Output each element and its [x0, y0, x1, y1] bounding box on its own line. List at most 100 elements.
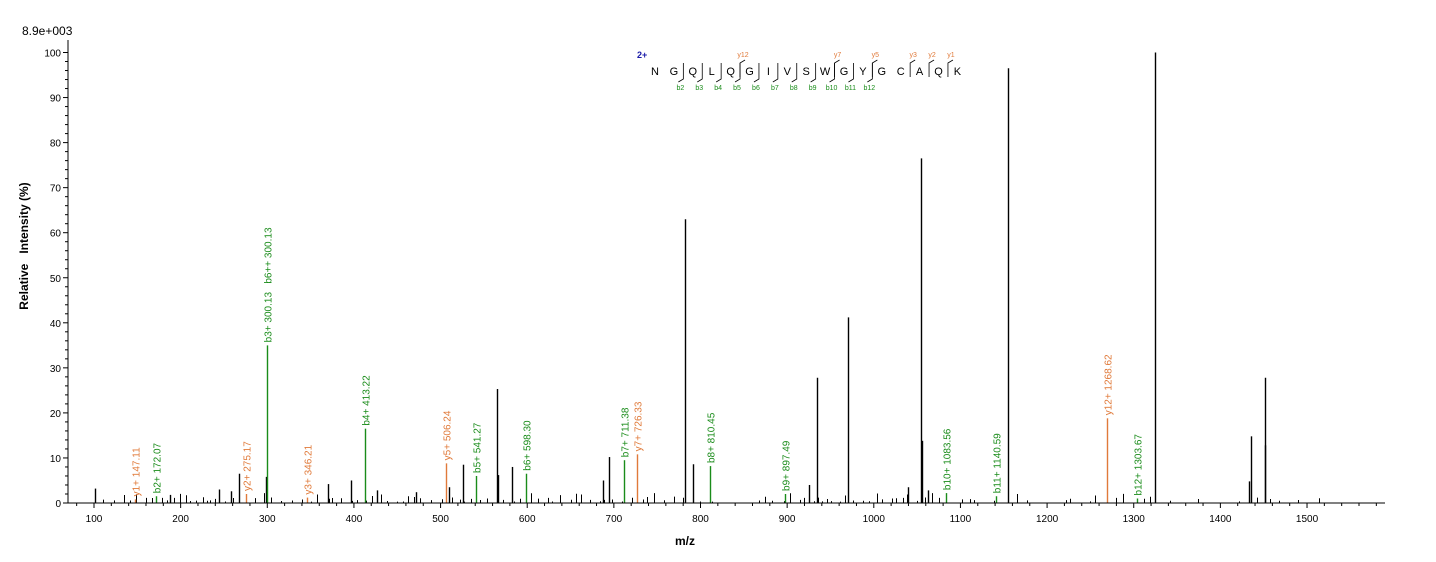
sequence-residue: G [670, 66, 679, 78]
b-ion-bracket [715, 63, 722, 83]
y-ion-marker: y12 [737, 52, 748, 59]
sequence-residue: G [840, 66, 849, 78]
b-ion-bracket [791, 63, 798, 83]
charge-state: 2+ [637, 50, 647, 60]
sequence-residue: N [651, 66, 659, 78]
axes [67, 40, 1385, 504]
y-tick-label: 0 [55, 499, 61, 510]
b-ion-label: b12+ 1303.67 [1134, 434, 1145, 496]
x-tick-label: 1000 [863, 514, 886, 525]
sequence-residue: L [709, 66, 715, 78]
y-tick-label: 10 [50, 454, 62, 465]
y-ion-label: y5+ 506.24 [443, 410, 454, 460]
b-ion-marker: b11 [845, 85, 856, 92]
x-tick-label: 900 [779, 514, 796, 525]
sequence-residue: Q [726, 66, 735, 78]
sequence-residue: K [954, 66, 962, 78]
b-ion-bracket [753, 63, 760, 83]
b-ion-marker: b8 [790, 85, 798, 92]
y-ion-marker: y1 [947, 52, 955, 59]
b-ion-marker: b6 [752, 85, 760, 92]
y-ion-label: y12+ 1268.62 [1104, 354, 1115, 415]
b-ion-label: b8+ 810.45 [707, 412, 718, 463]
b-ion-marker: b10 [826, 85, 838, 92]
y-ion-marker: y3 [909, 52, 917, 59]
scale-label: 8.9e+003 [22, 24, 73, 38]
b-ion-label: b10+ 1083.56 [943, 428, 954, 490]
b-ion-marker: b7 [771, 85, 779, 92]
sequence-residue: Y [859, 66, 867, 78]
y-tick-label: 50 [50, 274, 62, 285]
y-axis-label: Relative Intensity (%) [17, 182, 31, 309]
x-tick-label: 300 [259, 514, 276, 525]
b-ion-bracket [734, 63, 741, 83]
y-ion-bracket [909, 59, 916, 77]
sequence-residue: A [916, 66, 924, 78]
peak-labels: y1+ 147.11 b2+ 172.07 y2+ 275.17 b3+ 300.13… [132, 227, 1145, 496]
y-ion-marker: y5 [872, 52, 880, 59]
x-tick-label: 500 [432, 514, 449, 525]
y-ion-marker: y7 [834, 52, 842, 59]
b-ion-bracket [848, 63, 854, 83]
b-ion-bracket [697, 63, 703, 83]
x-axis-label: m/z [675, 534, 695, 548]
sequence-residue: C [897, 66, 905, 78]
y-tick-label: 100 [44, 49, 61, 60]
y-axis-ticks: 0 10 20 30 40 50 60 70 80 90 100 [44, 49, 68, 510]
b-ion-bracket [810, 63, 817, 83]
x-tick-label: 1500 [1296, 514, 1319, 525]
b-ion-label: b5+ 541.27 [473, 422, 484, 473]
y-ion-label: y1+ 147.11 [132, 447, 143, 496]
y-ion-bracket [928, 59, 935, 77]
x-tick-label: 1100 [950, 514, 972, 525]
y-ion-marker: y2 [928, 52, 936, 59]
x-tick-label: 1200 [1036, 514, 1059, 525]
y-tick-label: 20 [50, 409, 62, 420]
b-ion-bracket [867, 63, 873, 83]
y-ion-bracket [739, 59, 746, 77]
b-ion-label: b9+ 897.49 [782, 440, 793, 491]
sequence-residue: I [767, 66, 770, 78]
b-ion-bracket [678, 63, 684, 83]
x-tick-label: 1400 [1209, 514, 1232, 525]
b-ion-label: b2+ 172.07 [153, 442, 164, 493]
sequence-residue: Q [689, 66, 698, 78]
y-tick-label: 30 [50, 364, 62, 375]
y-tick-label: 90 [50, 94, 62, 105]
x-tick-label: 200 [172, 514, 189, 525]
b-ion-marker: b4 [714, 85, 722, 92]
b-ion-label: b4+ 413.22 [362, 375, 373, 426]
peaks [94, 52, 1267, 503]
b-ion-label: b7+ 711.38 [621, 407, 632, 457]
x-tick-label: 1300 [1123, 514, 1146, 525]
b-ion-label: b11+ 1140.59 [993, 433, 1004, 493]
y-ion-label: y7+ 726.33 [634, 401, 645, 451]
sequence-residue: G [878, 66, 887, 78]
b-ion-marker: b12 [864, 85, 876, 92]
x-tick-label: 600 [519, 514, 536, 525]
y-ion-bracket [834, 59, 840, 77]
y-tick-label: 40 [50, 319, 62, 330]
b-ion-marker: b5 [733, 85, 741, 92]
b-ion-label: b3+ 300.13 b6++ 300.13 [264, 227, 275, 342]
sequence-residue: W [820, 66, 831, 78]
x-axis-ticks: 100 200 300 400 500 600 700 800 900 1000 1100 1200 1… [76, 503, 1377, 525]
y-tick-label: 60 [50, 229, 62, 240]
y-ion-bracket [947, 59, 954, 77]
b-ion-marker: b9 [809, 85, 817, 92]
y-ion-label: y3+ 346.21 [304, 444, 315, 494]
x-tick-label: 800 [692, 514, 709, 525]
y-ion-label: y2+ 275.17 [243, 441, 254, 491]
b-ion-marker: b3 [695, 85, 703, 92]
y-ion-bracket [871, 59, 878, 77]
sequence-residue: S [803, 66, 810, 78]
x-tick-label: 100 [86, 514, 103, 525]
b-ion-bracket [772, 63, 779, 83]
x-tick-label: 400 [346, 514, 363, 525]
y-tick-label: 80 [50, 139, 62, 150]
b-ion-marker: b2 [676, 85, 684, 92]
peptide-sequence: 2+ N G Q L Q G I V S W G Y G C A Q Kb2 b3 b4 b5 b6 b7 b8 b9 b10 b… [637, 50, 962, 92]
x-tick-label: 700 [606, 514, 623, 525]
b-ion-label: b6+ 598.30 [523, 420, 534, 471]
